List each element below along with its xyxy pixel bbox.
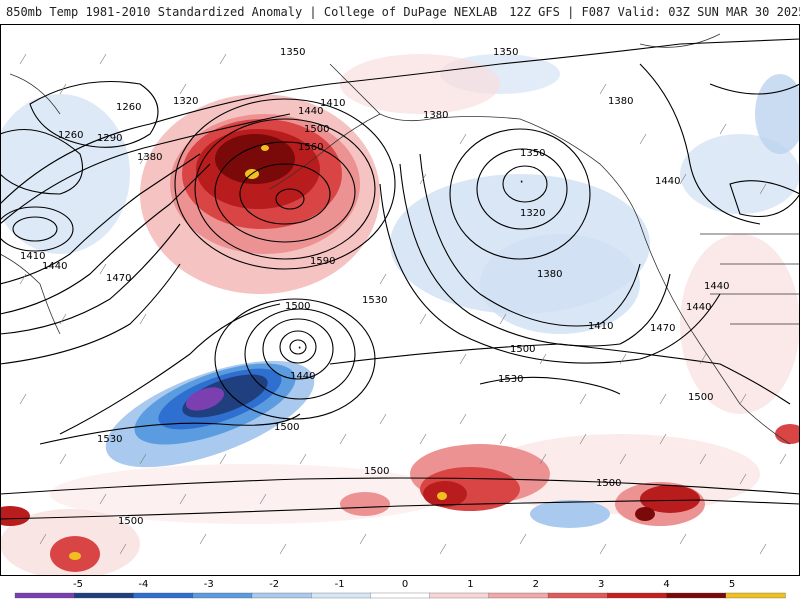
contour-label: 1410 [588,321,613,332]
contour-label: 1500 [274,422,299,433]
contour-label: 1440 [290,371,315,382]
colorbar-swatch [251,592,312,599]
contour-label: 1500 [118,516,143,527]
contour-label: 1440 [704,281,729,292]
contour-label: 1500 [364,466,389,477]
colorbar-swatch [14,592,75,599]
colorbar-swatch [607,592,668,599]
contour-label: 1260 [116,102,141,113]
colorbar-swatch [547,592,608,599]
contour-label: 1530 [498,374,523,385]
colorbar-tick-label: 0 [402,579,408,590]
colorbar-tick-label: 4 [663,579,669,590]
colorbar-swatch [133,592,194,599]
contour-label: 1410 [320,98,345,109]
colorbar-swatch [74,592,135,599]
contour-label: 1380 [423,110,448,121]
contour-label: 1500 [304,124,329,135]
wind-barbs [19,53,787,555]
anomaly-colorbar: -5 -4 -3 -2 -1 0 1 2 3 4 5 [0,576,800,600]
colorbar-swatch [370,592,431,599]
contour-label: 1380 [537,269,562,280]
contour-label: 1500 [510,344,535,355]
contour-label: 1350 [520,148,545,159]
contour-label: 1290 [97,133,122,144]
contour-label: 1590 [310,256,335,267]
colorbar-swatch [192,592,253,599]
contour-label: 1410 [20,251,45,262]
model-run-label: 12Z GFS | F087 Valid: 03Z SUN MAR 30 202… [509,5,800,19]
contour-label: 1500 [285,301,310,312]
colorbar-swatch [488,592,549,599]
contour-label: 1500 [596,478,621,489]
contour-label: 1350 [493,47,518,58]
low-center-marker: · [296,341,303,355]
low-center-marker: · [518,175,525,189]
colorbar-tick-labels: -5 -4 -3 -2 -1 0 1 2 3 4 5 [73,579,735,590]
colorbar-tick-label: -1 [335,579,345,590]
weather-map: · · 1350 1350 1320 1260 1260 1290 1380 1… [0,24,800,576]
contour-label: 1530 [362,295,387,306]
contour-label: 1380 [608,96,633,107]
colorbar-tick-label: 5 [729,579,735,590]
contour-label: 1560 [298,142,323,153]
colorbar-swatch [666,592,727,599]
contour-label: 1320 [520,208,545,219]
contour-label: 1380 [137,152,162,163]
contour-label: 1440 [42,261,67,272]
map-title: 850mb Temp 1981-2010 Standardized Anomal… [6,5,498,19]
colorbar-tick-label: -5 [73,579,83,590]
contour-label: 1440 [655,176,680,187]
contour-label: 1440 [298,106,323,117]
coastlines [0,33,800,445]
colorbar-tick-label: 1 [467,579,473,590]
map-header: 850mb Temp 1981-2010 Standardized Anomal… [0,0,800,24]
colorbar-swatch [429,592,490,599]
colorbar-swatch [311,592,372,599]
contour-label: 1320 [173,96,198,107]
colorbar-swatch [725,592,786,599]
colorbar-tick-label: 3 [598,579,604,590]
height-contours [0,38,800,520]
contour-label: 1350 [280,47,305,58]
contour-labels: 1350 1350 1320 1260 1260 1290 1380 1410 … [20,47,729,527]
contour-label: 1470 [106,273,131,284]
colorbar-tick-label: 2 [533,579,539,590]
colorbar-tick-label: -2 [269,579,279,590]
colorbar-tick-label: -3 [204,579,214,590]
colorbar-swatches [14,592,786,599]
contour-label: 1470 [650,323,675,334]
contour-label: 1500 [688,392,713,403]
contour-label: 1440 [686,302,711,313]
contour-label: 1260 [58,130,83,141]
colorbar-tick-label: -4 [138,579,148,590]
contour-label: 1530 [97,434,122,445]
